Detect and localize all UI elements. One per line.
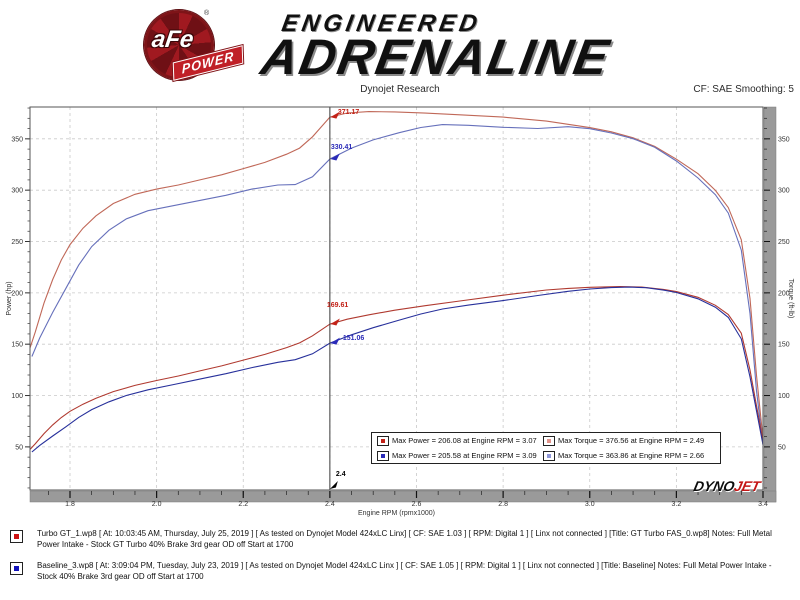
- svg-text:350: 350: [11, 136, 23, 143]
- annotation-arrow-icon: [330, 337, 340, 345]
- svg-text:1.8: 1.8: [65, 501, 75, 508]
- dynojet-logo-dyno: DYNO: [692, 478, 737, 494]
- svg-text:250: 250: [778, 239, 790, 246]
- svg-text:2.6: 2.6: [412, 501, 422, 508]
- afe-power-logo: aFe ® POWER: [138, 8, 268, 84]
- run-description-turbo-gt: Turbo GT_1.wp8 [ At: 10:03:45 AM, Thursd…: [10, 529, 790, 551]
- legend-swatch-red-power-icon: [377, 435, 389, 446]
- y-axis-title-right: Torque (ft-lb): [787, 279, 794, 319]
- cursor-arrow-icon: [329, 481, 338, 489]
- annotation-arrow-icon: [330, 111, 340, 119]
- legend-swatch-blue-torque-icon: [543, 450, 555, 461]
- legend-text: Max Power = 206.08 at Engine RPM = 3.07: [392, 436, 537, 445]
- x-axis-title: Engine RPM (rpmx1000): [358, 510, 435, 517]
- legend-swatch-blue-power-icon: [377, 450, 389, 461]
- smoothing-setting: CF: SAE Smoothing: 5: [693, 84, 794, 95]
- baseline-power-curve: [31, 286, 763, 453]
- registered-mark: ®: [204, 10, 210, 17]
- max-values-legend: Max Power = 206.08 at Engine RPM = 3.07 …: [371, 432, 721, 464]
- cursor-value-power-baseline: 151.06: [342, 335, 365, 343]
- svg-text:2.8: 2.8: [498, 501, 508, 508]
- svg-text:3.4: 3.4: [758, 501, 768, 508]
- svg-text:200: 200: [778, 290, 790, 297]
- annotation-arrow-icon: [330, 318, 340, 326]
- brand-header: aFe ® POWER ENGINEERED ADRENALINE Dynoje…: [0, 0, 800, 100]
- svg-text:2.0: 2.0: [152, 501, 162, 508]
- svg-text:300: 300: [11, 188, 23, 195]
- baseline-torque-curve: [31, 124, 763, 446]
- cursor-value-torque-turbo: 371.17: [337, 109, 360, 117]
- legend-text: Max Torque = 376.56 at Engine RPM = 2.49: [558, 436, 705, 445]
- annotation-arrow-icon: [330, 153, 340, 161]
- svg-text:100: 100: [778, 393, 790, 400]
- svg-text:100: 100: [11, 393, 23, 400]
- legend-text: Max Power = 205.58 at Engine RPM = 3.09: [392, 451, 537, 460]
- svg-text:50: 50: [778, 444, 786, 451]
- cursor-value-power-turbo: 169.61: [326, 302, 349, 310]
- plot-frame: [29, 106, 764, 491]
- plot-background: [30, 107, 763, 490]
- svg-text:250: 250: [11, 239, 23, 246]
- svg-text:200: 200: [11, 290, 23, 297]
- chart-title: Dynojet Research: [360, 84, 440, 95]
- y-axis-title-left: Power (hp): [6, 281, 13, 315]
- axes: 50 50 100 100 150 150 200 200 250 250 300 300 350 350…: [6, 107, 794, 517]
- svg-text:300: 300: [778, 188, 790, 195]
- chart-bottom-strip: [29, 490, 777, 503]
- legend-entry-max-torque-turbo: Max Torque = 376.56 at Engine RPM = 2.49: [538, 435, 720, 446]
- dynojet-logo: DYNOJET: [692, 478, 762, 494]
- run-text: Baseline_3.wp8 [ At: 3:09:04 PM, Tuesday…: [37, 561, 772, 581]
- svg-text:2.2: 2.2: [238, 501, 248, 508]
- legend-entry-max-power-turbo: Max Power = 206.08 at Engine RPM = 3.07: [372, 435, 538, 446]
- run-description-baseline: Baseline_3.wp8 [ At: 3:09:04 PM, Tuesday…: [10, 561, 790, 583]
- legend-text: Max Torque = 363.86 at Engine RPM = 2.66: [558, 451, 705, 460]
- svg-text:3.0: 3.0: [585, 501, 595, 508]
- chart-right-strip: [763, 106, 777, 503]
- cursor-rpm-label: 2.4: [336, 471, 346, 478]
- svg-text:3.2: 3.2: [672, 501, 682, 508]
- run-swatch-blue-icon: [10, 562, 23, 575]
- legend-entry-max-power-baseline: Max Power = 205.58 at Engine RPM = 3.09: [372, 450, 538, 461]
- run-text: Turbo GT_1.wp8 [ At: 10:03:45 AM, Thursd…: [37, 529, 772, 549]
- turbo-gt-power-curve: [30, 286, 763, 451]
- svg-text:50: 50: [15, 444, 23, 451]
- cursor-value-torque-baseline: 330.41: [330, 143, 353, 151]
- legend-swatch-red-torque-icon: [543, 435, 555, 446]
- run-swatch-red-icon: [10, 530, 23, 543]
- svg-text:2.4: 2.4: [325, 501, 335, 508]
- svg-text:150: 150: [778, 342, 790, 349]
- svg-text:350: 350: [778, 136, 790, 143]
- svg-text:150: 150: [11, 342, 23, 349]
- dynojet-logo-jet: JET: [732, 478, 762, 494]
- gridlines: [30, 107, 763, 490]
- legend-entry-max-torque-baseline: Max Torque = 363.86 at Engine RPM = 2.66: [538, 450, 720, 461]
